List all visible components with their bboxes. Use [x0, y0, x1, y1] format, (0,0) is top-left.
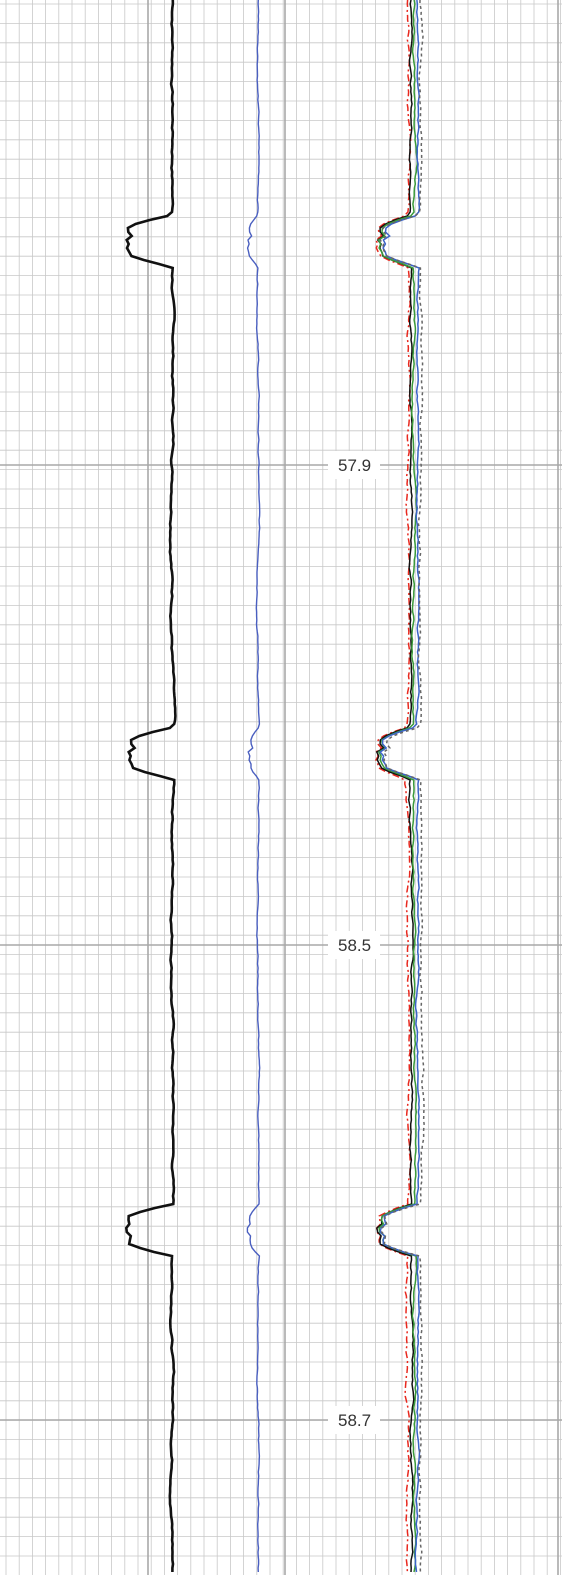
depth-label: 58.7	[338, 1411, 371, 1430]
depth-label-background	[328, 1406, 380, 1434]
depth-labels: 57.9 58.5 58.7	[328, 451, 380, 1434]
depth-label: 58.5	[338, 936, 371, 955]
log-curve-track2-0	[246, 0, 261, 1573]
depth-label-background	[328, 931, 380, 959]
log-curve-track3-4	[378, 0, 425, 1573]
log-curves	[124, 0, 425, 1573]
log-curve-track3-0	[374, 0, 412, 1572]
log-curve-track3-3	[379, 0, 421, 1573]
depth-label-background	[328, 451, 380, 479]
depth-label: 57.9	[338, 456, 371, 475]
log-curve-track1-0	[124, 0, 177, 1572]
log-curve-track3-2	[377, 0, 419, 1573]
